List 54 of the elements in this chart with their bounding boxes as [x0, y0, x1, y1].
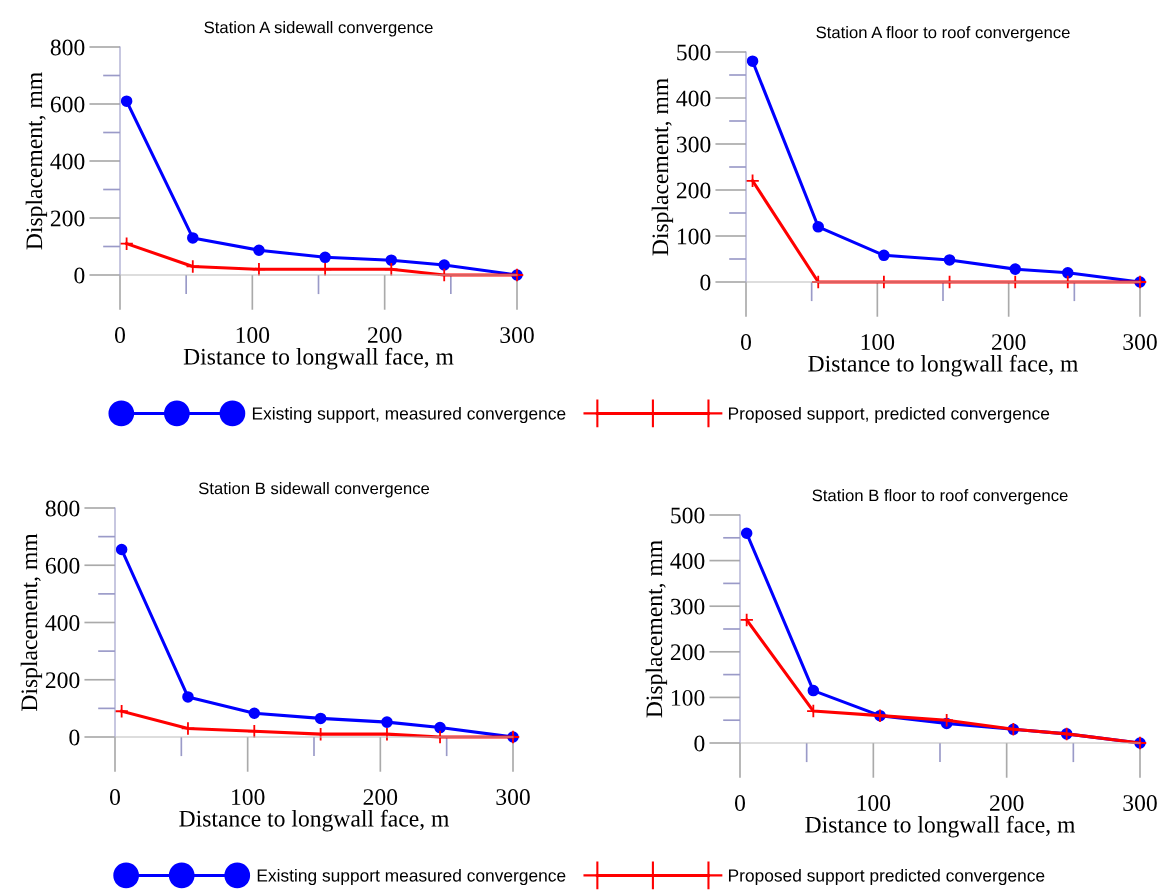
y-tick-label: 300	[670, 598, 705, 615]
y-tick-label: 200	[676, 182, 711, 199]
y-tick-label: 500	[677, 44, 711, 61]
x-tick-label: 0	[741, 334, 751, 351]
y-tick-label: 400	[50, 153, 85, 170]
x-tick-label: 300	[500, 327, 534, 344]
y-tick-label: 800	[45, 500, 80, 517]
y-tick-label: 200	[670, 644, 705, 661]
x-tick-label: 100	[861, 334, 895, 351]
legend-label: Existing support, measured convergence	[252, 406, 566, 424]
legend-label: Existing support measured convergence	[257, 868, 566, 886]
x-tick-label: 200	[991, 334, 1026, 351]
x-tick-label: 200	[989, 795, 1024, 812]
legend-label: Proposed support predicted convergence	[728, 868, 1045, 886]
y-tick-label: 100	[677, 228, 711, 245]
y-tick-label: 300	[676, 136, 711, 153]
y-tick-label: 400	[670, 553, 705, 570]
x-tick-label: 300	[1123, 795, 1157, 812]
y-tick-label: 0	[694, 735, 705, 752]
x-tick-label: 200	[367, 327, 402, 344]
x-tick-label: 0	[115, 327, 125, 344]
x-axis-title: Distance to longwall face, m	[179, 809, 450, 832]
y-tick-label: 0	[74, 267, 85, 284]
x-axis-title: Distance to longwall face, m	[808, 354, 1079, 377]
y-tick-label: 100	[671, 689, 705, 706]
x-axis-title: Distance to longwall face, m	[805, 815, 1076, 838]
y-tick-label: 600	[50, 96, 85, 113]
y-tick-label: 0	[69, 729, 80, 746]
x-tick-label: 100	[232, 789, 265, 806]
y-axis-title: Displacement, mm	[645, 540, 668, 718]
x-tick-label: 300	[1123, 334, 1157, 351]
chart-title: Station B sidewall convergence	[198, 482, 430, 498]
x-tick-label: 100	[236, 327, 270, 344]
y-tick-label: 500	[671, 507, 705, 524]
y-tick-label: 400	[676, 90, 711, 107]
y-tick-label: 200	[45, 672, 80, 689]
x-tick-label: 100	[857, 795, 891, 812]
chart-title: Station A sidewall convergence	[204, 21, 433, 37]
x-axis-title: Distance to longwall face, m	[183, 347, 454, 370]
x-tick-label: 0	[735, 795, 745, 812]
x-tick-label: 300	[496, 789, 530, 806]
y-axis-title: Displacement, mm	[25, 72, 48, 250]
y-axis-title: Displacement, mm	[20, 533, 43, 711]
legend-label: Proposed support, predicted convergence	[728, 406, 1050, 424]
x-tick-label: 200	[363, 789, 398, 806]
chart-title: Station A floor to roof convergence	[816, 26, 1070, 42]
y-tick-label: 400	[45, 614, 80, 631]
x-tick-label: 0	[110, 789, 120, 806]
y-tick-label: 200	[50, 210, 85, 227]
y-tick-label: 600	[45, 557, 80, 574]
y-axis-title: Displacement, mm	[651, 78, 674, 256]
y-tick-label: 800	[50, 39, 85, 56]
chart-title: Station B floor to roof convergence	[812, 489, 1068, 505]
y-tick-label: 0	[700, 274, 711, 291]
